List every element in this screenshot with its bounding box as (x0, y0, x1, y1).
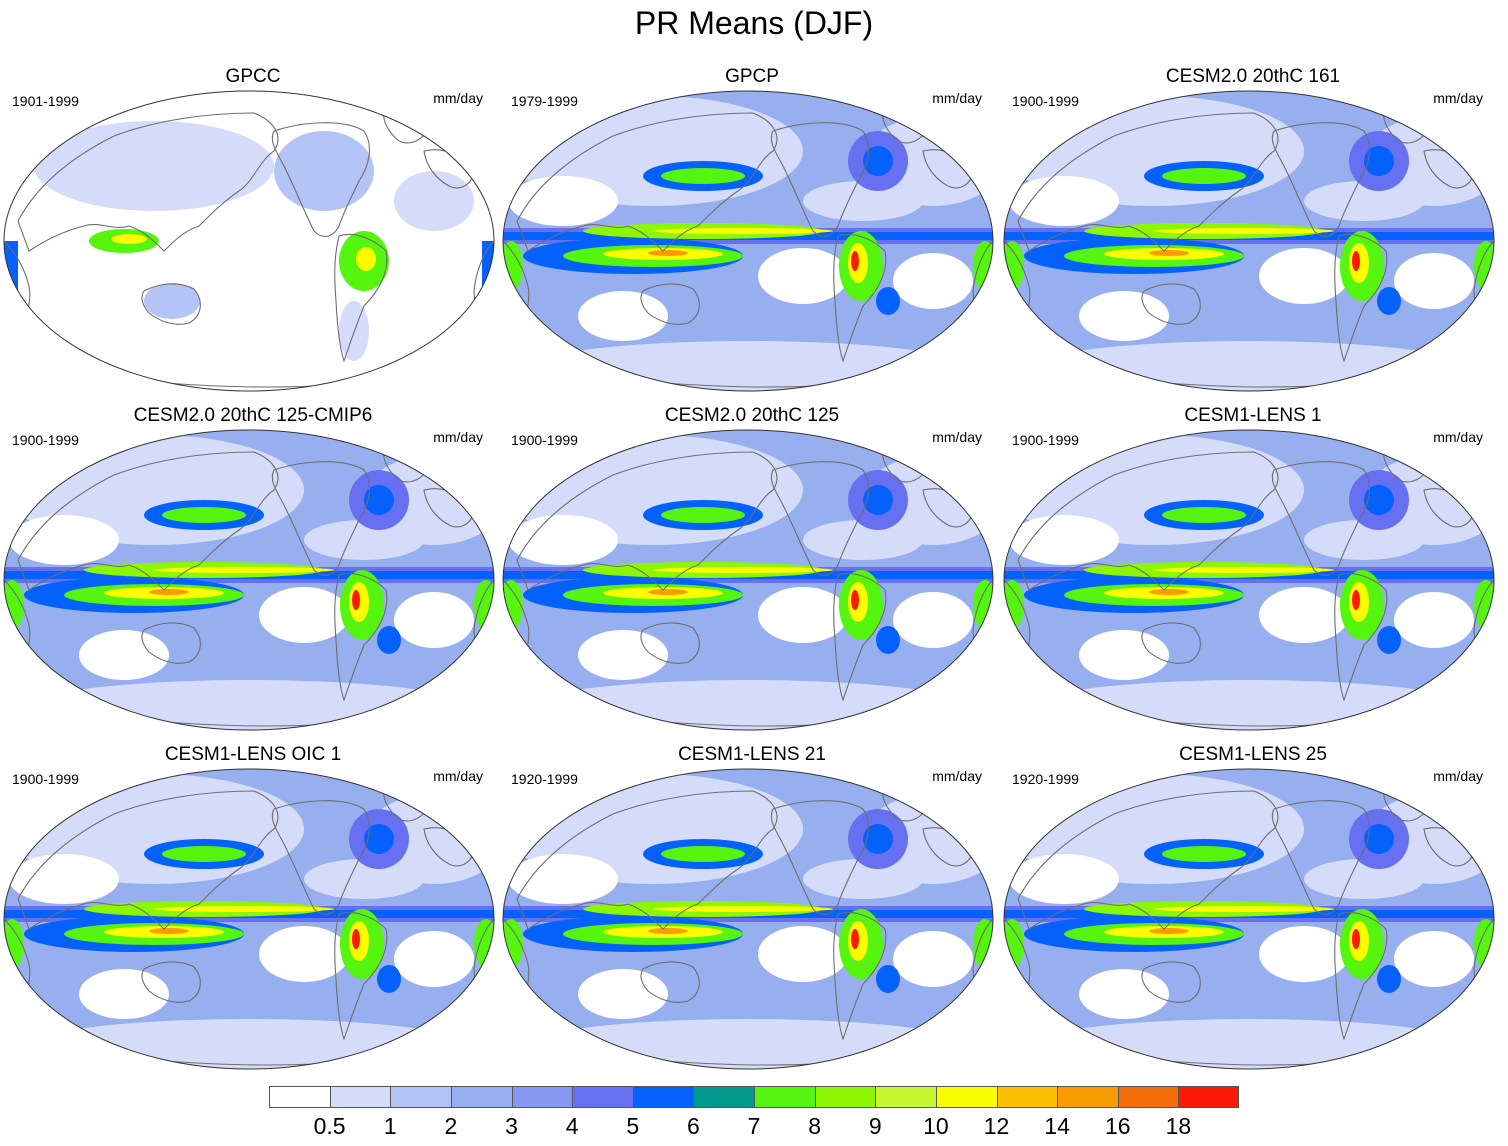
panel-period: 1900-1999 (511, 432, 578, 448)
map-panel: GPCC 1901-1999 mm/day (3, 66, 503, 396)
colorbar-tick-label: 16 (1104, 1113, 1131, 1139)
precip-map (1003, 429, 1495, 731)
map-border (502, 429, 994, 731)
precip-map (3, 90, 495, 392)
map-border (3, 429, 495, 731)
colorbar-swatch (511, 1086, 573, 1108)
precip-field (1004, 769, 1494, 1069)
panel-title: CESM2.0 20thC 125 (664, 405, 840, 426)
panel-period: 1979-1999 (511, 93, 578, 109)
map-border (1003, 429, 1495, 731)
precip-field (503, 430, 993, 730)
precip-field (4, 769, 494, 1069)
colorbar-swatch (1057, 1086, 1119, 1108)
precip-map (502, 768, 994, 1070)
panel-units: mm/day (932, 429, 982, 445)
colorbar-swatch (329, 1086, 391, 1108)
colorbar-swatch (632, 1086, 694, 1108)
colorbar-tick-label: 6 (686, 1113, 700, 1139)
colorbar-tick-label: 18 (1165, 1113, 1192, 1139)
map-border (502, 768, 994, 1070)
precip-map (502, 90, 994, 392)
colorbar-swatch (693, 1086, 755, 1108)
panel-units: mm/day (1433, 429, 1483, 445)
panel-title: CESM1-LENS OIC 1 (164, 744, 342, 765)
colorbar-tick-label: 7 (747, 1113, 761, 1139)
panel-period: 1920-1999 (1012, 771, 1079, 787)
precip-field (1004, 91, 1494, 391)
panel-units: mm/day (433, 768, 483, 784)
panel-units: mm/day (1433, 90, 1483, 106)
map-panel: CESM2.0 20thC 161 1900-1999 mm/day (1003, 66, 1503, 396)
precip-field (503, 769, 993, 1069)
colorbar-tick-label: 10 (923, 1113, 949, 1139)
colorbar-tick-label: 12 (983, 1113, 1010, 1139)
panel-title: CESM1-LENS 21 (678, 744, 826, 765)
colorbar-tick-label: 0.5 (313, 1113, 346, 1139)
panel-units: mm/day (433, 429, 483, 445)
map-panel: GPCP 1979-1999 mm/day (502, 66, 1002, 396)
precip-field (1004, 430, 1494, 730)
panel-period: 1900-1999 (1012, 93, 1079, 109)
panel-title: CESM2.0 20thC 161 (1165, 66, 1341, 87)
panel-units: mm/day (932, 768, 982, 784)
panel-period: 1900-1999 (1012, 432, 1079, 448)
precip-map (3, 429, 495, 731)
map-border (1003, 90, 1495, 392)
map-border (1003, 768, 1495, 1070)
precip-field (503, 91, 993, 391)
map-panel: CESM2.0 20thC 125-CMIP6 1900-1999 mm/day (3, 405, 503, 735)
colorbar-tick-label: 9 (868, 1113, 882, 1139)
panel-title: CESM2.0 20thC 125-CMIP6 (133, 405, 373, 426)
panel-title: GPCC (225, 66, 281, 87)
colorbar-tick-label: 2 (444, 1113, 458, 1139)
precip-map (502, 429, 994, 731)
colorbar-swatch (875, 1086, 937, 1108)
panel-period: 1900-1999 (12, 432, 79, 448)
colorbar-swatch (269, 1086, 330, 1108)
map-border (3, 768, 495, 1070)
map-panel: CESM1-LENS 25 1920-1999 mm/day (1003, 744, 1503, 1074)
colorbar-swatch (754, 1086, 815, 1108)
map-panel: CESM2.0 20thC 125 1900-1999 mm/day (502, 405, 1002, 735)
colorbar-swatch (1178, 1086, 1240, 1108)
panel-title: GPCP (725, 66, 779, 87)
precip-map (3, 768, 495, 1070)
figure-title: PR Means (DJF) (634, 5, 874, 41)
panel-period: 1900-1999 (12, 771, 79, 787)
map-panel: CESM1-LENS OIC 1 1900-1999 mm/day (3, 744, 503, 1074)
colorbar-tick-label: 4 (565, 1113, 579, 1139)
colorbar-swatch (996, 1086, 1058, 1108)
panel-title: CESM1-LENS 25 (1179, 744, 1327, 765)
panel-units: mm/day (932, 90, 982, 106)
colorbar-tick-label: 3 (505, 1113, 518, 1139)
colorbar-swatch (572, 1086, 634, 1108)
precip-field (4, 430, 494, 730)
colorbar-swatch (935, 1086, 997, 1108)
panel-units: mm/day (1433, 768, 1483, 784)
colorbar-legend: 0.5 1 2 3 4 5 6 7 8 9 10 12 14 16 18 (269, 1086, 1240, 1146)
colorbar-swatch (814, 1086, 876, 1108)
map-border (502, 90, 994, 392)
panel-units: mm/day (433, 90, 483, 106)
colorbar-tick-label: 14 (1044, 1113, 1070, 1139)
panel-period: 1901-1999 (12, 93, 79, 109)
panel-period: 1920-1999 (511, 771, 578, 787)
precip-map (1003, 768, 1495, 1070)
panel-title: CESM1-LENS 1 (1184, 405, 1322, 426)
colorbar-tick-label: 5 (626, 1113, 640, 1139)
map-panel: CESM1-LENS 1 1900-1999 mm/day (1003, 405, 1503, 735)
colorbar-tick-label: 8 (808, 1113, 822, 1139)
colorbar-swatch (450, 1086, 512, 1108)
colorbar-tick-label: 1 (383, 1113, 397, 1139)
precip-field (4, 91, 494, 391)
colorbar-swatch (390, 1086, 452, 1108)
colorbar-swatch (1117, 1086, 1179, 1108)
map-border (3, 90, 495, 392)
map-panel: CESM1-LENS 21 1920-1999 mm/day (502, 744, 1002, 1074)
precip-map (1003, 90, 1495, 392)
